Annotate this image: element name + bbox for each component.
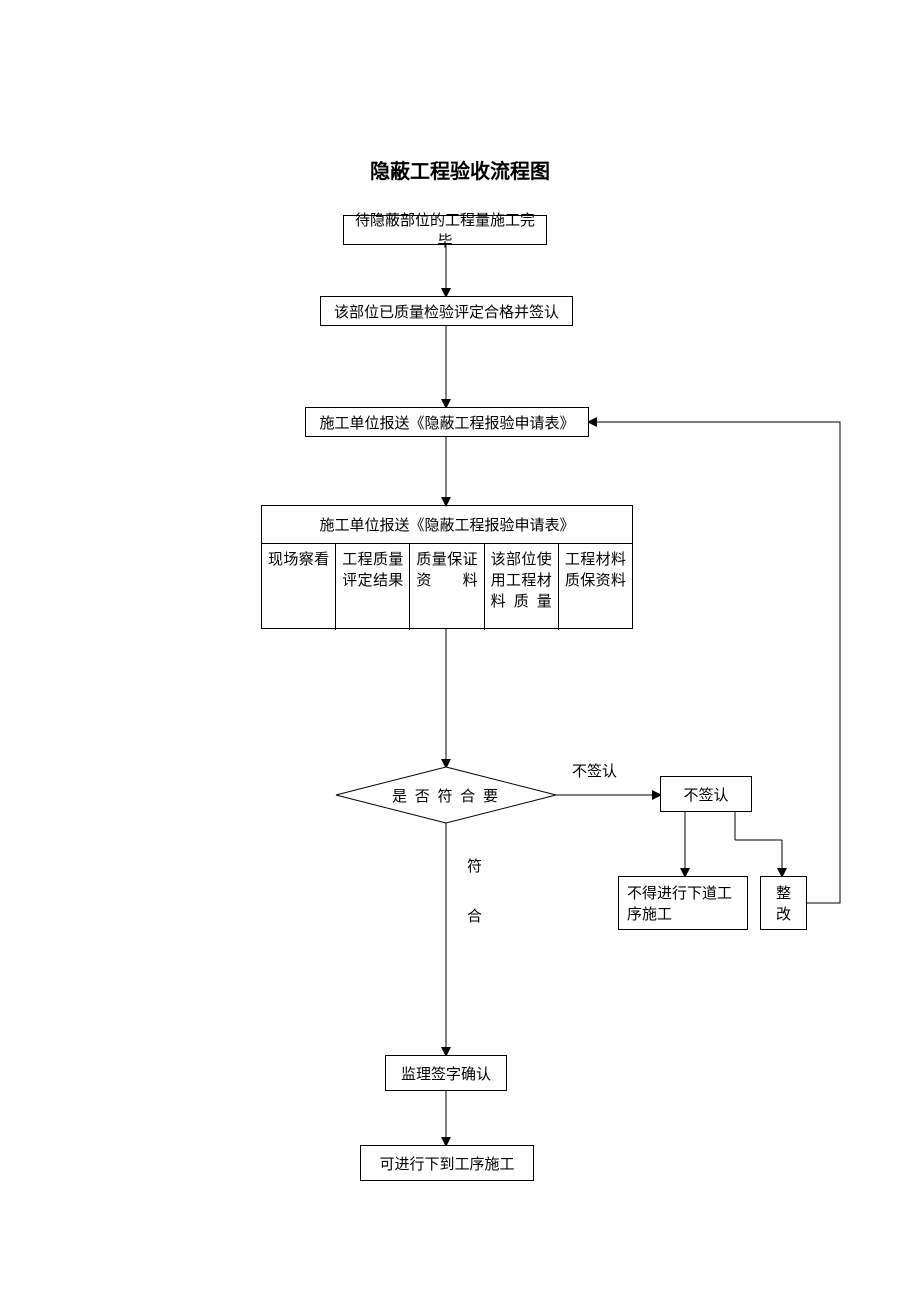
edge-label-no: 不签认 <box>572 760 617 781</box>
table-cell-5: 工程材料质保资料 <box>559 544 632 630</box>
table-cell-3: 质量保证资料 <box>410 544 484 630</box>
node-supervisor-sign: 监理签字确认 <box>385 1055 507 1091</box>
flow-arrows <box>0 0 920 1302</box>
page-title: 隐蔽工程验收流程图 <box>0 155 920 184</box>
node-step1: 待隐蔽部位的工程量施工完毕 <box>343 215 547 245</box>
table-cell-1: 现场察看 <box>262 544 336 630</box>
node-stop-next: 不得进行下道工序施工 <box>618 876 748 930</box>
node-reject: 不签认 <box>660 776 752 812</box>
node-step3: 施工单位报送《隐蔽工程报验申请表》 <box>305 407 589 437</box>
edge-label-yes-2: 合 <box>467 905 482 926</box>
node-rectify: 整改 <box>760 876 807 930</box>
node-table: 施工单位报送《隐蔽工程报验申请表》 现场察看 工程质量评定结果 质量保证资料 该… <box>261 505 633 629</box>
table-cell-4: 该部位使用工程材料质量 <box>485 544 559 630</box>
table-header: 施工单位报送《隐蔽工程报验申请表》 <box>262 506 632 544</box>
table-cell-2: 工程质量评定结果 <box>336 544 410 630</box>
node-step2: 该部位已质量检验评定合格并签认 <box>320 296 573 326</box>
decision-text: 是 否 符 合 要 <box>370 784 522 806</box>
edge-label-yes-1: 符 <box>467 855 482 876</box>
node-proceed: 可进行下到工序施工 <box>360 1145 534 1181</box>
